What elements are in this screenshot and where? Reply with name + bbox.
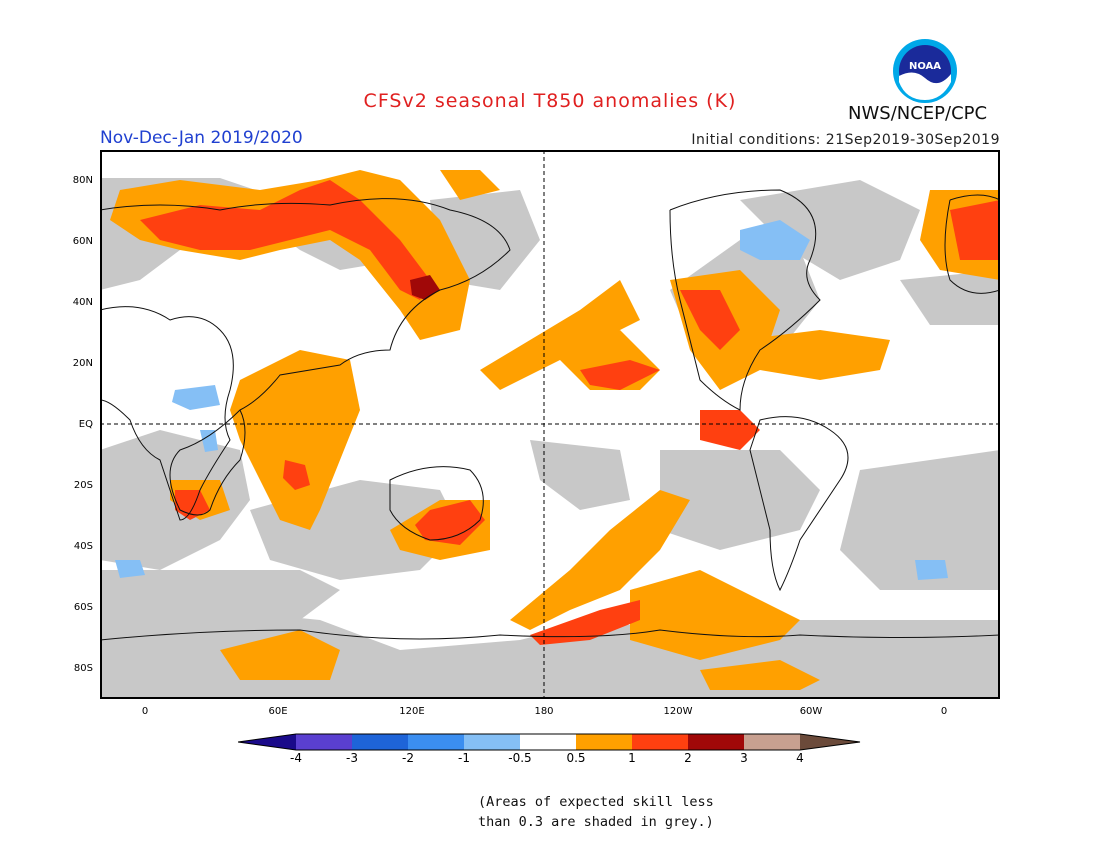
legend-swatch [744,734,800,750]
anomaly-map [100,150,1000,699]
color-legend-bar [238,733,861,751]
legend-tick: -3 [346,751,358,765]
grey-low-skill-areas [100,178,1000,699]
lat-label: 20S [73,480,93,491]
legend-tick: 3 [740,751,748,765]
legend-swatch [238,734,296,750]
legend-swatch [520,734,576,750]
initial-conditions-label: Initial conditions: 21Sep2019-30Sep2019 [691,132,1000,148]
legend-swatch [408,734,464,750]
lat-label: EQ [78,419,93,430]
skill-note-line: than 0.3 are shaded in grey.) [478,814,714,830]
lat-label: 60N [72,236,93,247]
legend-tick: 1 [628,751,636,765]
legend-swatch [688,734,744,750]
lon-label: 0 [940,706,948,717]
legend-swatch [632,734,688,750]
lat-label: 60S [73,602,93,613]
lat-label: 40S [73,541,93,552]
legend-tick: -0.5 [508,751,532,765]
lon-label: 120W [663,706,693,717]
legend-tick: 0.5 [566,751,586,765]
coastlines [100,189,1000,641]
lat-label: 20N [72,358,93,369]
lat-label: 80N [72,175,93,186]
skill-note: (Areas of expected skill less than 0.3 a… [478,792,714,832]
noaa-logo: NOAA [893,39,957,103]
legend-tick: -2 [402,751,414,765]
lon-label: 0 [141,706,149,717]
legend-swatch [352,734,408,750]
chart-title: CFSv2 seasonal T850 anomalies (K) [363,90,737,112]
noaa-logo-text: NOAA [909,61,941,72]
legend-tick: -4 [290,751,302,765]
legend-swatch [800,734,860,750]
lon-label: 180 [534,706,554,717]
blue-negative-anomaly-areas [115,220,948,580]
organization-label: NWS/NCEP/CPC [848,103,988,124]
legend-tick: 2 [684,751,692,765]
legend-tick: -1 [458,751,470,765]
legend-tick: 4 [796,751,804,765]
legend-swatch [464,734,520,750]
season-label: Nov-Dec-Jan 2019/2020 [100,128,303,148]
lon-label: 120E [399,706,425,717]
lon-label: 60E [268,706,288,717]
lon-label: 60W [799,706,823,717]
lat-label: 80S [73,663,93,674]
lat-label: 40N [72,297,93,308]
skill-note-line: (Areas of expected skill less [478,794,714,810]
legend-swatch [296,734,352,750]
red-anomaly-areas [140,180,1000,645]
legend-swatch [576,734,632,750]
